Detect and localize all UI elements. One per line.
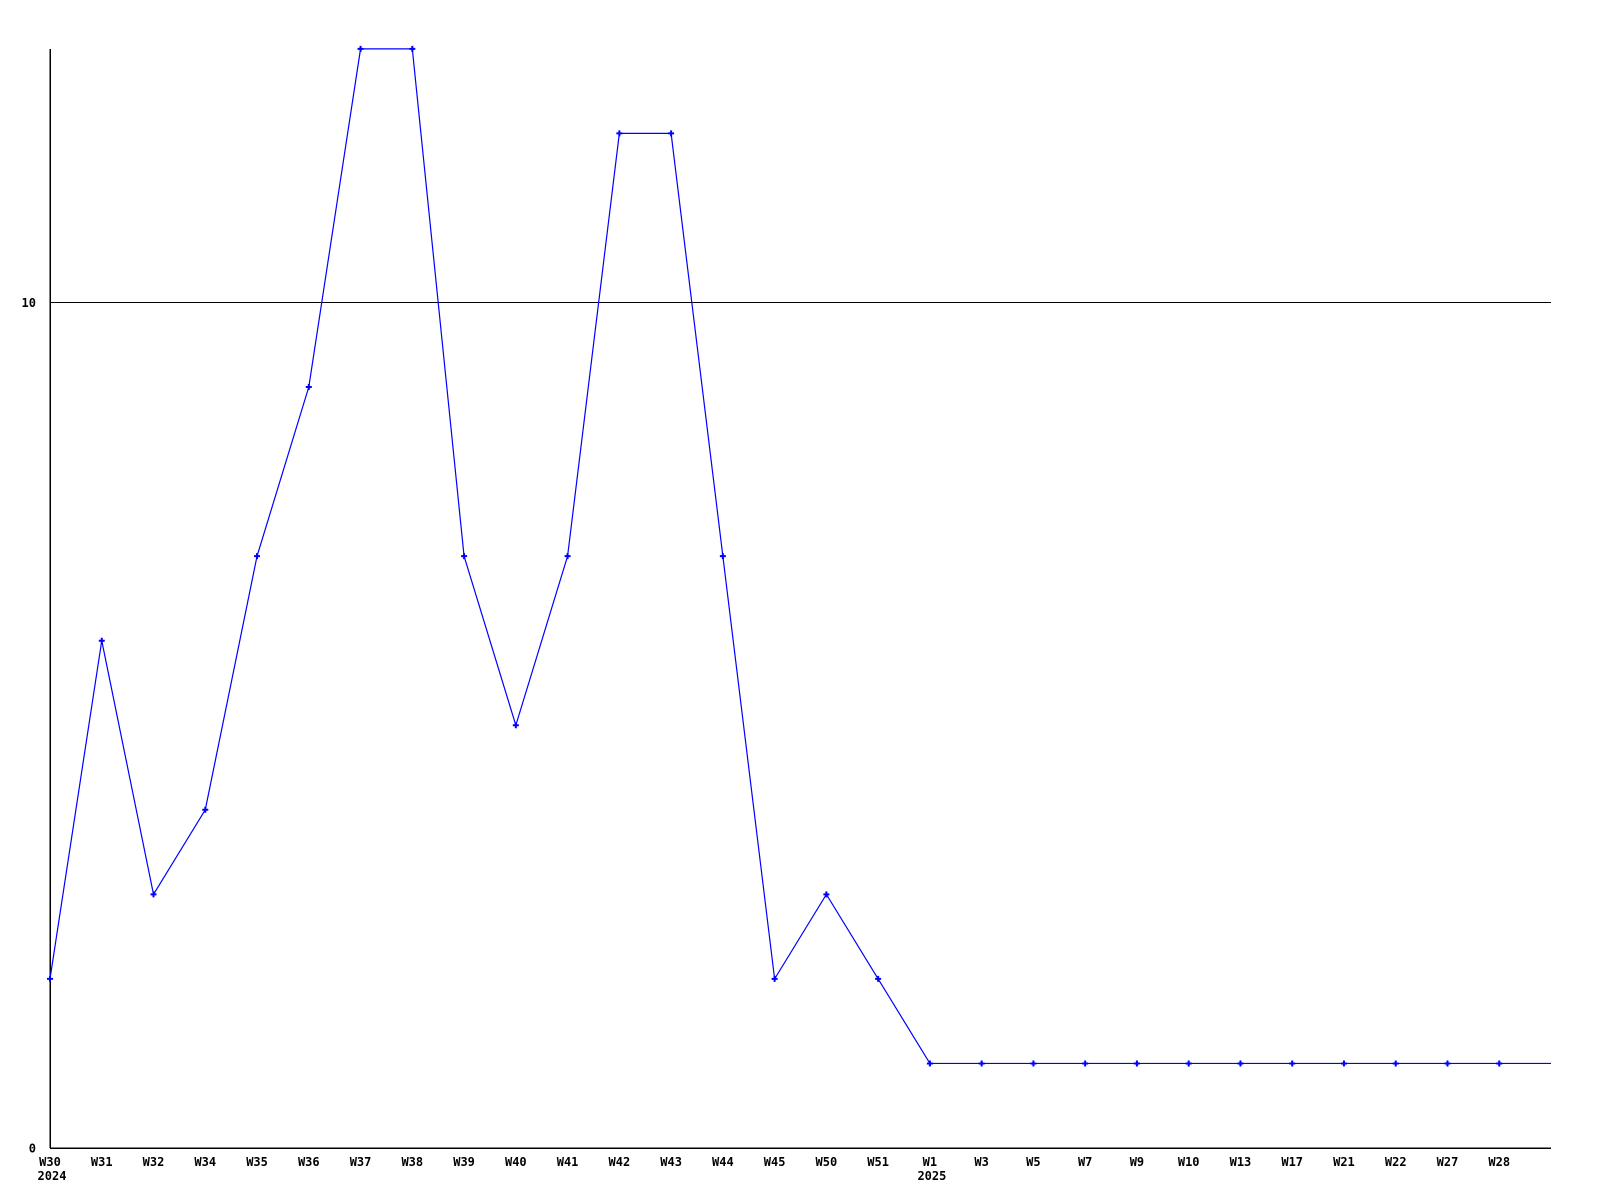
data-point-marker (1237, 1060, 1244, 1067)
x-tick-label: W22 (1385, 1155, 1407, 1169)
data-point-marker (202, 806, 209, 813)
x-tick-label: W34 (194, 1155, 216, 1169)
data-point-marker (875, 975, 882, 982)
x-tick-label: W5 (1026, 1155, 1040, 1169)
data-point-marker (771, 975, 778, 982)
x-tick-label: W39 (453, 1155, 475, 1169)
data-point-marker (616, 130, 623, 137)
data-point-marker (409, 45, 416, 52)
data-point-marker (1340, 1060, 1347, 1067)
x-tick-label: W36 (298, 1155, 320, 1169)
x-tick-label: W38 (401, 1155, 423, 1169)
data-point-marker (1496, 1060, 1503, 1067)
data-point-marker (305, 384, 312, 391)
y-tick-label: 10 (22, 296, 36, 310)
x-tick-label: W13 (1230, 1155, 1252, 1169)
x-tick-label: W43 (660, 1155, 682, 1169)
data-point-marker (254, 553, 261, 560)
data-point-marker (978, 1060, 985, 1067)
x-tick-label: W28 (1488, 1155, 1510, 1169)
x-tick-label: W9 (1130, 1155, 1144, 1169)
data-point-marker (1133, 1060, 1140, 1067)
x-tick-label: W1 (923, 1155, 937, 1169)
data-point-marker (1392, 1060, 1399, 1067)
series-line (49, 48, 1551, 1065)
data-point-marker (719, 553, 726, 560)
data-point-marker (1082, 1060, 1089, 1067)
data-point-marker (1030, 1060, 1037, 1067)
x-tick-label: W44 (712, 1155, 734, 1169)
data-point-marker (926, 1060, 933, 1067)
data-point-marker (98, 637, 105, 644)
data-point-marker (47, 975, 53, 982)
x-tick-label: W35 (246, 1155, 268, 1169)
x-tick-label: W37 (350, 1155, 372, 1169)
x-tick-label: W30 (39, 1155, 61, 1169)
x-tick-label: W41 (557, 1155, 579, 1169)
data-point-marker (357, 45, 364, 52)
year-label: 2025 (917, 1169, 946, 1183)
data-point-marker (1444, 1060, 1451, 1067)
data-point-marker (823, 891, 830, 898)
x-tick-label: W51 (867, 1155, 889, 1169)
x-tick-label: W40 (505, 1155, 527, 1169)
x-tick-label: W10 (1178, 1155, 1200, 1169)
x-tick-label: W50 (816, 1155, 838, 1169)
data-point-marker (512, 722, 519, 729)
x-tick-label: W45 (764, 1155, 786, 1169)
y-tick-label: 0 (29, 1142, 36, 1156)
data-point-marker (1185, 1060, 1192, 1067)
x-tick-label: W31 (91, 1155, 113, 1169)
data-point-marker (461, 553, 468, 560)
x-tick-label: W7 (1078, 1155, 1092, 1169)
x-tick-label: W17 (1281, 1155, 1303, 1169)
x-tick-label: W3 (974, 1155, 988, 1169)
year-label: 2024 (38, 1169, 67, 1183)
x-tick-label: W32 (143, 1155, 165, 1169)
x-tick-label: W21 (1333, 1155, 1355, 1169)
x-tick-label: W27 (1437, 1155, 1459, 1169)
x-tick-label: W42 (609, 1155, 631, 1169)
data-point-marker (150, 891, 157, 898)
data-point-marker (1289, 1060, 1296, 1067)
data-point-marker (668, 130, 675, 137)
data-point-marker (564, 553, 571, 560)
